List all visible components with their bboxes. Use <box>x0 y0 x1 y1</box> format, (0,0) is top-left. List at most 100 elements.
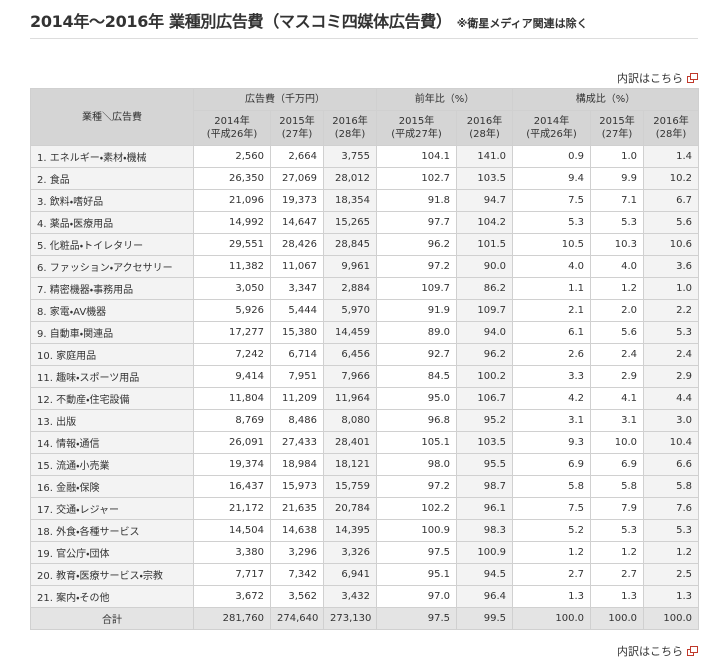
row-label: 9. 自動車・関連品 <box>30 321 194 344</box>
link-text[interactable]: 内訳はこちら <box>617 645 683 658</box>
row-label: 11. 趣味・スポーツ用品 <box>30 365 194 388</box>
value-cell: 94.7 <box>455 189 514 212</box>
value-cell: 21,096 <box>193 189 271 212</box>
value-cell: 14,395 <box>323 519 377 542</box>
value-cell: 6.9 <box>590 453 645 476</box>
value-cell: 100.0 <box>590 607 645 630</box>
subheader-line: 2014年 <box>214 116 250 127</box>
data-row: 9. 自動車・関連品 17,277 15,380 14,459 89.0 94.0 6.1 5… <box>30 321 700 344</box>
value-cell: 5.3 <box>512 211 592 234</box>
breakdown-link[interactable]: 内訳はこちら <box>617 70 698 86</box>
row-label: 7. 精密機器・事務用品 <box>30 277 194 300</box>
data-row: 8. 家電・AV機器 5,926 5,444 5,970 91.9 109.7 2.1 2.0… <box>30 299 700 322</box>
value-cell: 19,373 <box>270 189 324 212</box>
value-cell: 2.2 <box>643 299 700 322</box>
value-cell: 21,172 <box>193 497 271 520</box>
value-cell: 7.9 <box>590 497 645 520</box>
row-label: 21. 案内・その他 <box>30 585 194 608</box>
data-row: 6. ファッション・アクセサリー 11,382 11,067 9,961 97.2 90.… <box>30 255 700 278</box>
row-label: 5. 化粧品・トイレタリー <box>30 233 194 256</box>
value-cell: 7,242 <box>193 343 271 366</box>
value-cell: 7,342 <box>270 563 324 586</box>
value-cell: 5.3 <box>643 321 700 344</box>
data-row: 12. 不動産・住宅設備 11,804 11,209 11,964 95.0 106.7 4… <box>30 387 700 410</box>
data-row: 7. 精密機器・事務用品 3,050 3,347 2,884 109.7 86.2 1.1 1… <box>30 277 700 300</box>
value-cell: 2,560 <box>193 145 271 168</box>
value-cell: 11,804 <box>193 387 271 410</box>
value-cell: 1.3 <box>512 585 592 608</box>
value-cell: 86.2 <box>455 277 514 300</box>
value-cell: 1.2 <box>512 541 592 564</box>
value-cell: 106.7 <box>455 387 514 410</box>
value-cell: 5.3 <box>590 519 645 542</box>
value-cell: 20,784 <box>323 497 377 520</box>
value-cell: 105.1 <box>376 431 457 454</box>
value-cell: 100.9 <box>455 541 514 564</box>
value-cell: 26,350 <box>193 167 271 190</box>
row-label: 13. 出版 <box>30 409 194 432</box>
value-cell: 28,012 <box>323 167 377 190</box>
value-cell: 16,437 <box>193 475 271 498</box>
value-cell: 11,067 <box>270 255 324 278</box>
subheader-line: (平成27年) <box>391 129 442 140</box>
title-note: ※衛星メディア関連は除く <box>456 17 588 30</box>
link-text[interactable]: 内訳はこちら <box>617 72 683 85</box>
value-cell: 1.1 <box>512 277 592 300</box>
group-header: 前年比（%） <box>375 88 514 111</box>
row-label: 15. 流通・小売業 <box>30 453 194 476</box>
value-cell: 102.2 <box>376 497 457 520</box>
value-cell: 1.4 <box>643 145 700 168</box>
value-cell: 10.5 <box>512 233 592 256</box>
value-cell: 3,050 <box>193 277 271 300</box>
row-label: 19. 官公庁・団体 <box>30 541 194 564</box>
value-cell: 101.5 <box>455 233 514 256</box>
value-cell: 94.0 <box>455 321 514 344</box>
value-cell: 96.2 <box>376 233 457 256</box>
subheader: 2016年 (28年) <box>455 110 514 146</box>
data-row: 19. 官公庁・団体 3,380 3,296 3,326 97.5 100.9 1.2 1.2… <box>30 541 700 564</box>
value-cell: 2.4 <box>590 343 645 366</box>
breakdown-link[interactable]: 内訳はこちら <box>617 643 698 659</box>
value-cell: 7.1 <box>590 189 645 212</box>
row-label: 8. 家電・AV機器 <box>30 299 194 322</box>
value-cell: 2.0 <box>590 299 645 322</box>
value-cell: 3,672 <box>193 585 271 608</box>
value-cell: 97.2 <box>376 255 457 278</box>
row-label: 6. ファッション・アクセサリー <box>30 255 194 278</box>
value-cell: 96.8 <box>376 409 457 432</box>
value-cell: 9,961 <box>323 255 377 278</box>
subheader: 2016年 (28年) <box>323 110 377 146</box>
value-cell: 100.9 <box>376 519 457 542</box>
value-cell: 14,504 <box>193 519 271 542</box>
value-cell: 103.5 <box>455 431 514 454</box>
value-cell: 9.4 <box>512 167 592 190</box>
value-cell: 3,562 <box>270 585 324 608</box>
value-cell: 5,970 <box>323 299 377 322</box>
row-label: 1. エネルギー・素材・機械 <box>30 145 194 168</box>
row-label: 4. 薬品・医療用品 <box>30 211 194 234</box>
value-cell: 5,444 <box>270 299 324 322</box>
subheader: 2014年 (平成26年) <box>193 110 271 146</box>
subheader-line: 2016年 <box>332 116 368 127</box>
value-cell: 2.5 <box>643 563 700 586</box>
data-row: 17. 交通・レジャー 21,172 21,635 20,784 102.2 96.1 7.… <box>30 497 700 520</box>
value-cell: 96.4 <box>455 585 514 608</box>
value-cell: 2.9 <box>590 365 645 388</box>
row-label: 3. 飲料・嗜好品 <box>30 189 194 212</box>
value-cell: 5.6 <box>643 211 700 234</box>
data-row: 18. 外食・各種サービス 14,504 14,638 14,395 100.9 98.3… <box>30 519 700 542</box>
value-cell: 3,432 <box>323 585 377 608</box>
value-cell: 1.2 <box>643 541 700 564</box>
value-cell: 97.7 <box>376 211 457 234</box>
value-cell: 28,426 <box>270 233 324 256</box>
value-cell: 10.0 <box>590 431 645 454</box>
value-cell: 10.3 <box>590 233 645 256</box>
value-cell: 15,265 <box>323 211 377 234</box>
value-cell: 10.6 <box>643 233 700 256</box>
value-cell: 103.5 <box>455 167 514 190</box>
subheader: 2016年 (28年) <box>643 110 700 146</box>
external-icon <box>687 646 698 656</box>
value-cell: 5.8 <box>643 475 700 498</box>
data-row: 3. 飲料・嗜好品 21,096 19,373 18,354 91.8 94.7 7.5 7.… <box>30 189 700 212</box>
external-icon <box>687 73 698 83</box>
